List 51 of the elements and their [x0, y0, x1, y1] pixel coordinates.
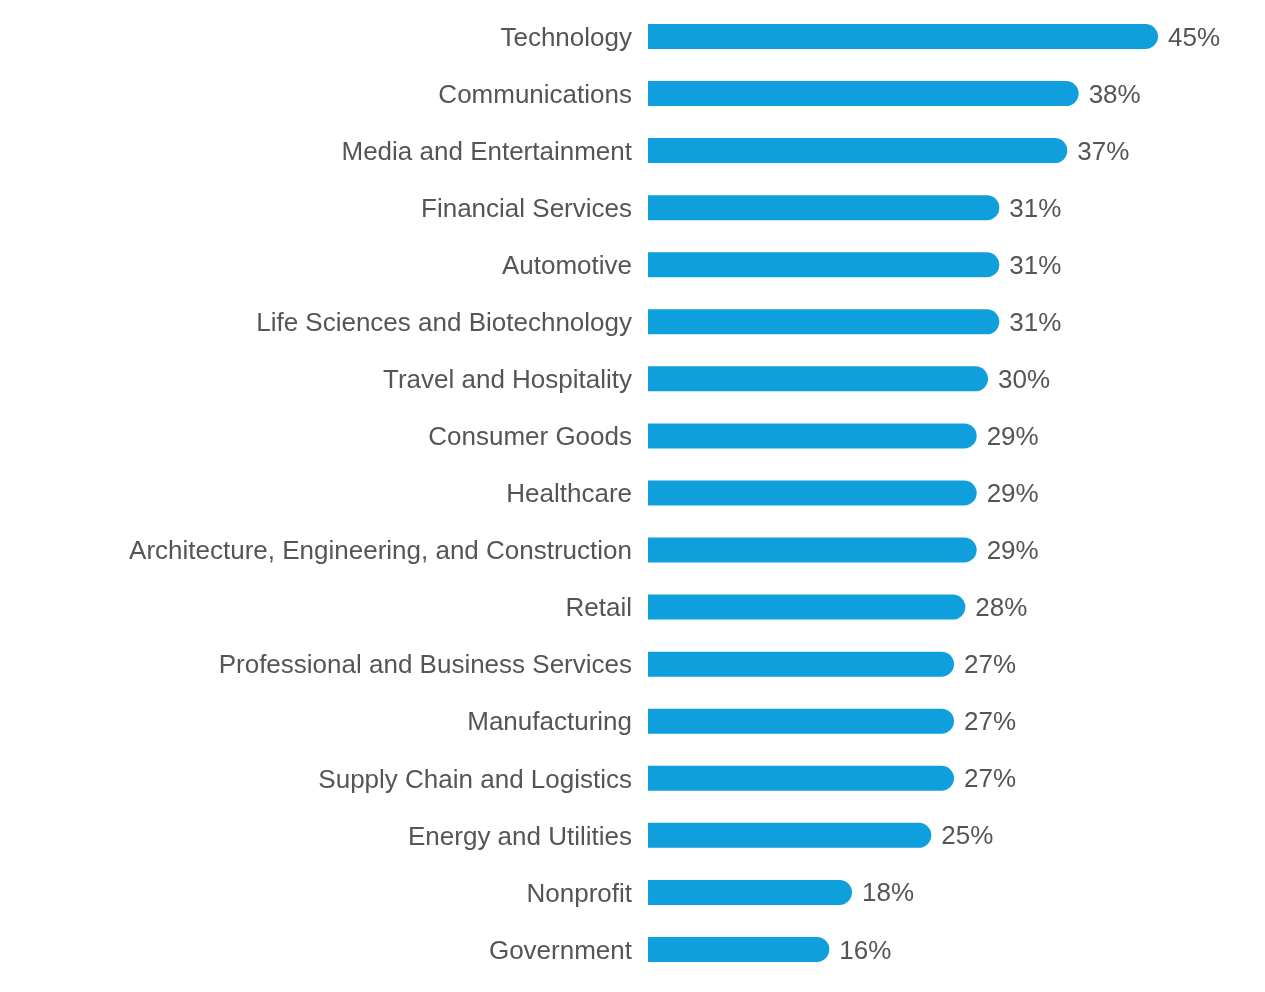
- data-label: 27%: [964, 763, 1017, 794]
- y-tick-label: Manufacturing: [467, 706, 632, 737]
- bar: [648, 708, 954, 734]
- y-tick-label: Media and Entertainment: [341, 135, 633, 166]
- bar: [648, 195, 1000, 221]
- data-label: 27%: [964, 649, 1017, 680]
- data-label: 18%: [862, 877, 915, 908]
- data-label: 29%: [986, 478, 1039, 509]
- y-tick-label: Government: [488, 934, 633, 965]
- bar: [648, 480, 977, 506]
- data-label: 37%: [1077, 135, 1130, 166]
- data-label: 16%: [839, 934, 892, 965]
- data-label: 29%: [986, 535, 1039, 566]
- y-tick-label: Consumer Goods: [428, 421, 632, 452]
- bar: [648, 879, 852, 905]
- y-tick-label: Architecture, Engineering, and Construction: [129, 535, 632, 566]
- bar: [648, 822, 932, 848]
- y-tick-label: Professional and Business Services: [218, 649, 632, 680]
- data-label: 29%: [986, 421, 1039, 452]
- data-label: 31%: [1009, 306, 1062, 337]
- bar: [648, 936, 830, 962]
- y-tick-label: Healthcare: [506, 478, 632, 509]
- bar: [648, 309, 1000, 335]
- y-tick-label: Financial Services: [421, 192, 632, 223]
- bar: [648, 765, 954, 791]
- y-tick-label: Retail: [565, 592, 632, 623]
- data-label: 31%: [1009, 192, 1062, 223]
- bar: [648, 138, 1068, 164]
- data-label: 28%: [975, 592, 1028, 623]
- y-tick-label: Life Sciences and Biotechnology: [256, 307, 632, 338]
- y-tick-label: Nonprofit: [526, 877, 633, 908]
- data-label: 30%: [998, 363, 1051, 394]
- bar: [648, 537, 977, 563]
- y-tick-label: Automotive: [501, 249, 632, 280]
- bar: [648, 423, 977, 449]
- bar: [648, 252, 1000, 278]
- y-tick-label: Energy and Utilities: [408, 820, 632, 851]
- data-label: 38%: [1088, 78, 1141, 109]
- data-label: 45%: [1168, 21, 1221, 52]
- bar: [648, 594, 966, 620]
- bar: [648, 24, 1158, 49]
- y-tick-label: Communications: [438, 78, 632, 109]
- y-tick-label: Supply Chain and Logistics: [318, 763, 632, 794]
- bar: [648, 651, 954, 677]
- y-tick-label: Technology: [500, 21, 632, 52]
- bar: [648, 81, 1079, 107]
- data-label: 27%: [964, 706, 1017, 737]
- y-tick-label: Travel and Hospitality: [382, 364, 632, 395]
- bar: [648, 366, 988, 392]
- data-label: 31%: [1009, 249, 1062, 280]
- data-label: 25%: [941, 820, 994, 851]
